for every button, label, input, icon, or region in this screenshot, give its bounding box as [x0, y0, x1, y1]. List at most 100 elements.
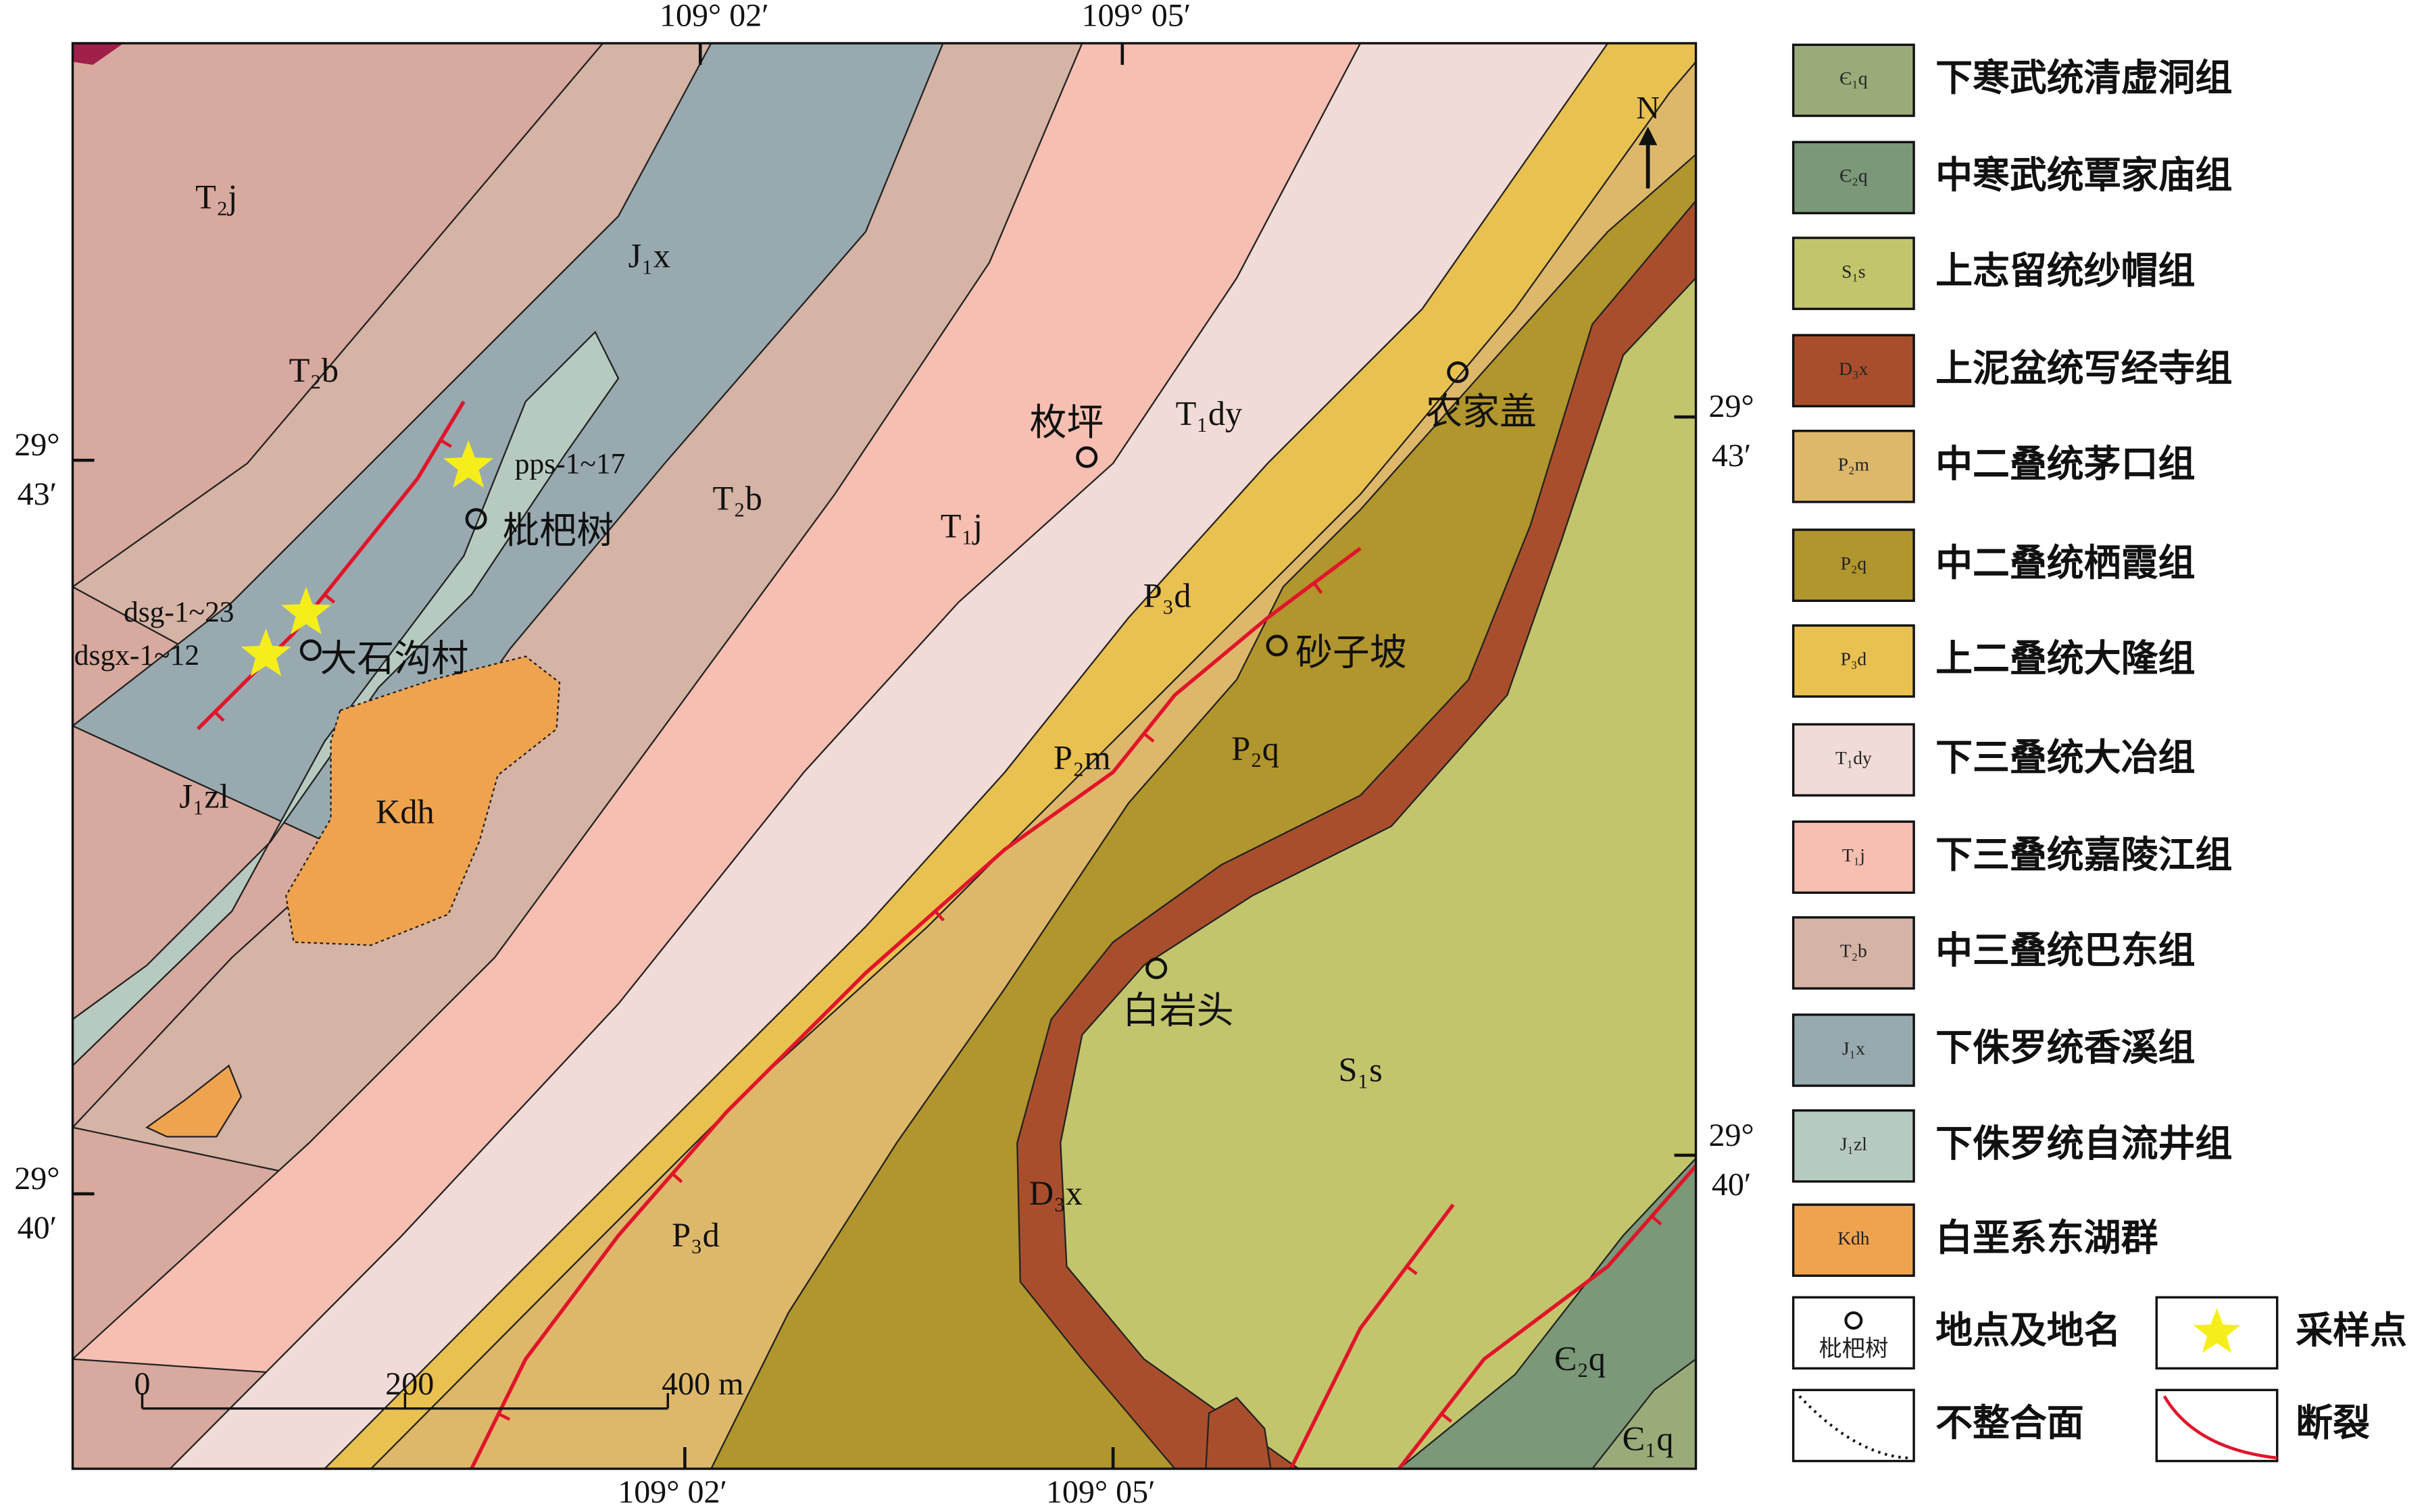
map-area — [72, 43, 1696, 1469]
sample-label: pps-1~17 — [515, 447, 626, 480]
legend-label: 断裂 — [2296, 1401, 2370, 1444]
unit-area — [1060, 276, 1696, 1469]
fault-tick — [934, 910, 945, 922]
legend-code: T₂b — [1840, 941, 1867, 961]
unit-area — [1591, 1358, 1696, 1469]
unit-label: P₃d — [672, 1216, 720, 1254]
coord-label: 109° 05′ — [1082, 0, 1191, 33]
unit-label: P₃d — [1143, 577, 1191, 615]
fault-tick — [1440, 1413, 1453, 1423]
fault-tick — [671, 1172, 683, 1184]
unit-label: D₃x — [1029, 1174, 1083, 1212]
sample-star — [280, 586, 331, 634]
legend-swatch — [1791, 236, 1915, 310]
unit-label: Kdh — [376, 793, 435, 831]
legend-label: 上泥盆统写经寺组 — [1935, 347, 2232, 390]
legend-code: P₃d — [1841, 649, 1867, 670]
place-name: 白岩头 — [1122, 989, 1234, 1032]
unit-label: T₂b — [289, 351, 339, 389]
place-name: 枇杷树 — [502, 509, 614, 552]
legend-code: D₃x — [1839, 359, 1868, 379]
place-name: 农家盖 — [1425, 390, 1537, 433]
legend-label: 下侏罗统自流井组 — [1935, 1122, 2232, 1165]
legend-symbol-box — [2155, 1388, 2279, 1463]
unit-label: P₂q — [1231, 730, 1279, 767]
legend-symbol-box — [1791, 1388, 1915, 1463]
fault-tick — [323, 593, 336, 604]
place-marker — [1447, 361, 1469, 383]
legend-code: J₁zl — [1840, 1134, 1867, 1155]
legend-code: Kdh — [1837, 1228, 1870, 1249]
unit-area — [1397, 1157, 1696, 1469]
coord-label: 43′ — [1712, 438, 1752, 474]
scale-label: 400 m — [662, 1366, 743, 1402]
unit-label: T₂j — [195, 178, 237, 216]
legend-label: 中二叠统茅口组 — [1935, 443, 2195, 486]
legend-label: 地点及地名 — [1935, 1309, 2121, 1352]
legend-swatch — [1791, 723, 1915, 797]
fault-symbol — [2162, 1395, 2277, 1460]
fault-tick — [1312, 582, 1323, 594]
legend-code: T₁j — [1842, 845, 1865, 865]
place-name: 枚坪 — [1030, 401, 1104, 444]
legend-label: 采样点 — [2296, 1309, 2407, 1352]
unit-label: S₁s — [1339, 1051, 1383, 1088]
unit-label: T₂b — [712, 480, 762, 518]
legend-label: 下三叠统嘉陵江组 — [1935, 833, 2232, 876]
coord-label: 109° 02′ — [660, 0, 769, 33]
fault-tick — [439, 438, 452, 448]
legend-swatch — [1791, 141, 1915, 215]
coord-label: 109° 05′ — [1046, 1474, 1156, 1510]
sample-label: dsgx-1~12 — [74, 639, 199, 672]
legend-code: P₂q — [1841, 553, 1867, 574]
fault-tick — [214, 711, 225, 722]
fault-tick — [1650, 1215, 1662, 1226]
place-marker — [1266, 634, 1288, 657]
unit-area — [1205, 1396, 1272, 1469]
legend-label: 白垩系东湖群 — [1935, 1216, 2158, 1259]
legend-code: S₁s — [1841, 261, 1866, 282]
unit-label: T₁j — [941, 507, 983, 545]
legend-swatch — [1791, 624, 1915, 698]
coord-label: 29° — [1709, 388, 1754, 424]
legend-label: 上二叠统大隆组 — [1935, 637, 2195, 680]
unit-label: J₁x — [628, 237, 670, 275]
north-label: N — [1636, 91, 1660, 126]
coord-label: 29° — [1709, 1117, 1754, 1153]
place-marker — [299, 639, 322, 661]
legend-swatch — [1791, 1203, 1915, 1277]
unconformity-symbol — [1798, 1395, 1908, 1460]
legend-swatch — [1791, 820, 1915, 894]
unit-label: Є₂q — [1554, 1340, 1606, 1378]
legend-label: 不整合面 — [1935, 1401, 2084, 1444]
scale-label: 0 — [134, 1366, 150, 1402]
fault-tick — [497, 1412, 511, 1421]
fault-line — [1289, 1203, 1455, 1469]
sample-star — [2193, 1308, 2241, 1353]
legend-swatch — [1791, 1109, 1915, 1183]
place-marker — [465, 508, 487, 530]
place-name: 大石沟村 — [320, 637, 469, 680]
place-name: 砂子坡 — [1295, 630, 1407, 674]
legend-code: T₁dy — [1835, 748, 1872, 768]
map-frame — [71, 42, 1698, 1470]
legend-label: 下三叠统大冶组 — [1935, 736, 2195, 779]
legend-label: 下侏罗统香溪组 — [1935, 1026, 2195, 1069]
place-marker — [1145, 957, 1168, 980]
legend-swatch — [1791, 430, 1915, 503]
unit-area — [285, 655, 561, 947]
legend-swatch — [1791, 1013, 1915, 1087]
legend-swatch — [1791, 334, 1915, 407]
sample-label: dsg-1~23 — [124, 596, 234, 628]
unit-area — [72, 43, 124, 66]
place-marker — [1076, 446, 1098, 468]
coord-label: 29° — [14, 427, 59, 463]
coord-label: 29° — [14, 1161, 59, 1196]
unit-label: P₂m — [1054, 739, 1111, 777]
place-marker — [1844, 1311, 1863, 1330]
scale-label: 200 — [385, 1366, 434, 1402]
coord-label: 43′ — [18, 476, 57, 512]
legend-code: P₂m — [1838, 455, 1869, 475]
